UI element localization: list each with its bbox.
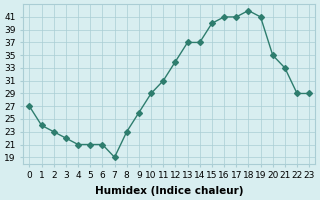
- X-axis label: Humidex (Indice chaleur): Humidex (Indice chaleur): [95, 186, 244, 196]
